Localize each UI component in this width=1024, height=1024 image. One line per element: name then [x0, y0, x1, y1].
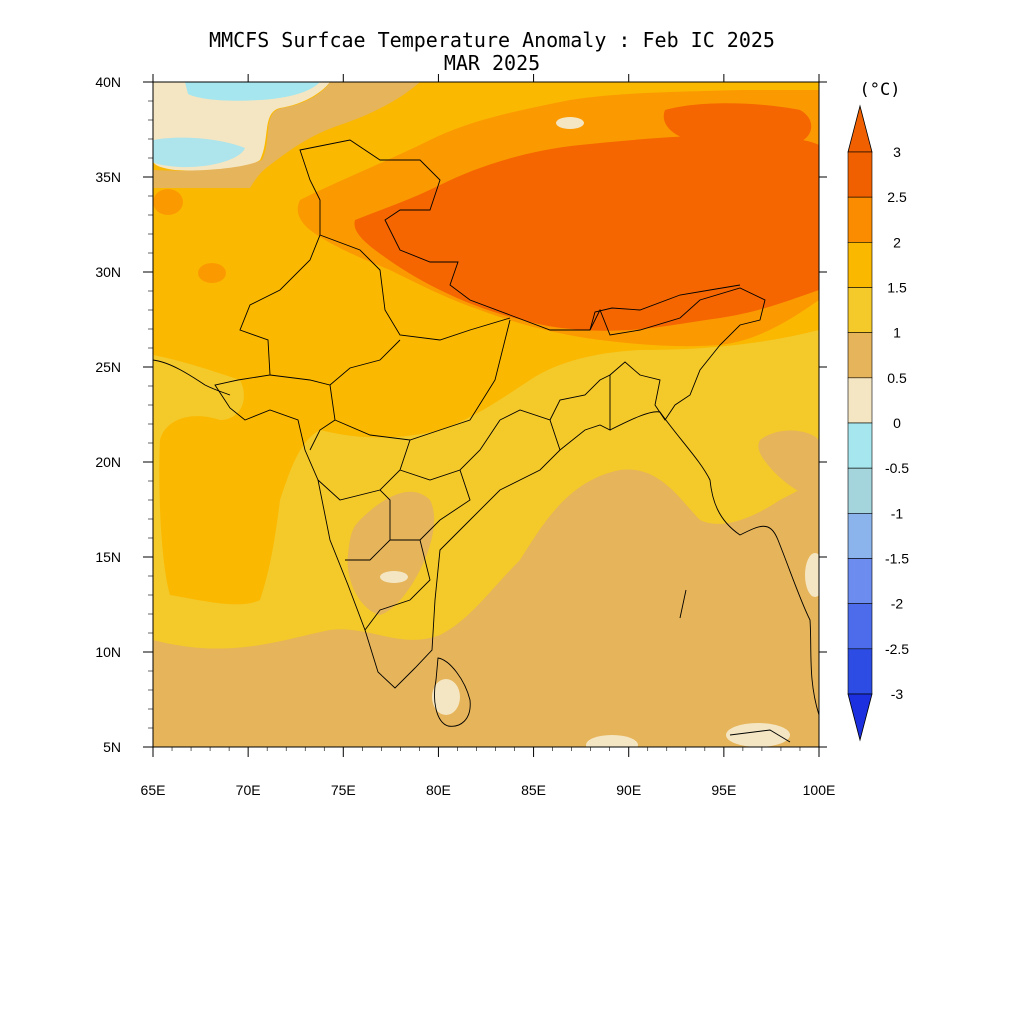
colorbar-swatch [847, 558, 873, 604]
colorbar-label: 1 [893, 325, 901, 341]
colorbar-swatch [847, 603, 873, 650]
colorbar-label: 2.5 [887, 189, 907, 205]
colorbar-label: -2 [891, 596, 904, 612]
colorbar-swatch [847, 422, 873, 469]
colorbar-label: -3 [891, 686, 904, 702]
field-hot-core [354, 135, 819, 331]
colorbar-swatch [847, 467, 873, 514]
x-tick-label: 80E [426, 782, 451, 798]
field-hot-northeast [663, 103, 812, 146]
field-cream-peninsula [380, 571, 408, 583]
x-axis: 65E 70E 75E 80E 85E 90E 95E 100E [141, 74, 836, 798]
field-tan-northwest [153, 82, 420, 188]
colorbar-label: 0 [893, 415, 901, 431]
colorbar-label: -1 [891, 505, 904, 521]
colorbar-label: -0.5 [885, 460, 909, 476]
colorbar-swatch [847, 513, 873, 559]
tibet-border [589, 284, 741, 331]
boundary-lines [153, 139, 819, 743]
colorbar-label: 0.5 [887, 370, 907, 386]
y-tick-label: 30N [95, 264, 121, 280]
map-subtitle: MAR 2025 [443, 51, 541, 75]
x-tick-label: 85E [521, 782, 546, 798]
field-blob-west [153, 189, 183, 215]
field-cyan-west [153, 137, 245, 168]
field-cream-north [556, 117, 584, 129]
anomaly-field [153, 82, 819, 747]
colorbar: 3 2.5 2 1.5 1 0.5 0 -0.5 -1 -1.5 -2 -2.5 -3 [847, 104, 909, 742]
colorbar-swatch [847, 242, 873, 288]
colorbar-swatch [847, 151, 873, 198]
y-tick-label: 20N [95, 454, 121, 470]
map-title: MMCFS Surfcae Temperature Anomaly : Feb … [209, 28, 775, 52]
colorbar-label: 2 [893, 234, 901, 250]
colorbar-swatch [847, 332, 873, 379]
x-tick-label: 90E [616, 782, 641, 798]
colorbar-label: -2.5 [885, 641, 909, 657]
colorbar-label: -1.5 [885, 551, 909, 567]
field-cream-east-edge [805, 553, 819, 597]
x-tick-label: 100E [803, 782, 836, 798]
y-tick-label: 35N [95, 169, 121, 185]
field-cream-srilanka [432, 679, 460, 715]
field-cream-southeast [726, 723, 790, 747]
state-lines [269, 234, 611, 631]
x-tick-label: 65E [141, 782, 166, 798]
y-tick-label: 5N [103, 739, 121, 755]
field-cream-south [586, 735, 638, 747]
y-tick-label: 15N [95, 549, 121, 565]
colorbar-swatch [847, 648, 873, 695]
plot-frame [152, 81, 820, 748]
y-tick-label: 40N [95, 74, 121, 90]
x-tick-label: 75E [331, 782, 356, 798]
field-blob-central-west [198, 263, 226, 283]
y-axis: 40N 35N 30N 25N 20N 15N 10N 5N [95, 74, 827, 755]
x-tick-label: 70E [236, 782, 261, 798]
x-tick-label: 95E [711, 782, 736, 798]
colorbar-swatch [847, 287, 873, 333]
colorbar-label: 1.5 [887, 280, 907, 296]
colorbar-over-triangle [847, 104, 873, 153]
field-tan-south [153, 469, 819, 747]
colorbar-label: 3 [893, 144, 901, 160]
srilanka-outline [434, 657, 471, 727]
field-tan-northeast [758, 430, 819, 500]
y-tick-label: 10N [95, 644, 121, 660]
myanmar-line [679, 589, 791, 743]
field-tan-peninsula [347, 491, 435, 615]
field-cyan-northwest [185, 82, 320, 101]
colorbar-unit: (°C) [860, 80, 901, 100]
colorbar-under-triangle [847, 693, 873, 742]
y-tick-label: 25N [95, 359, 121, 375]
coastline-east [609, 411, 819, 716]
colorbar-swatch [847, 196, 873, 243]
west-coast [153, 359, 231, 396]
colorbar-swatch [847, 377, 873, 424]
